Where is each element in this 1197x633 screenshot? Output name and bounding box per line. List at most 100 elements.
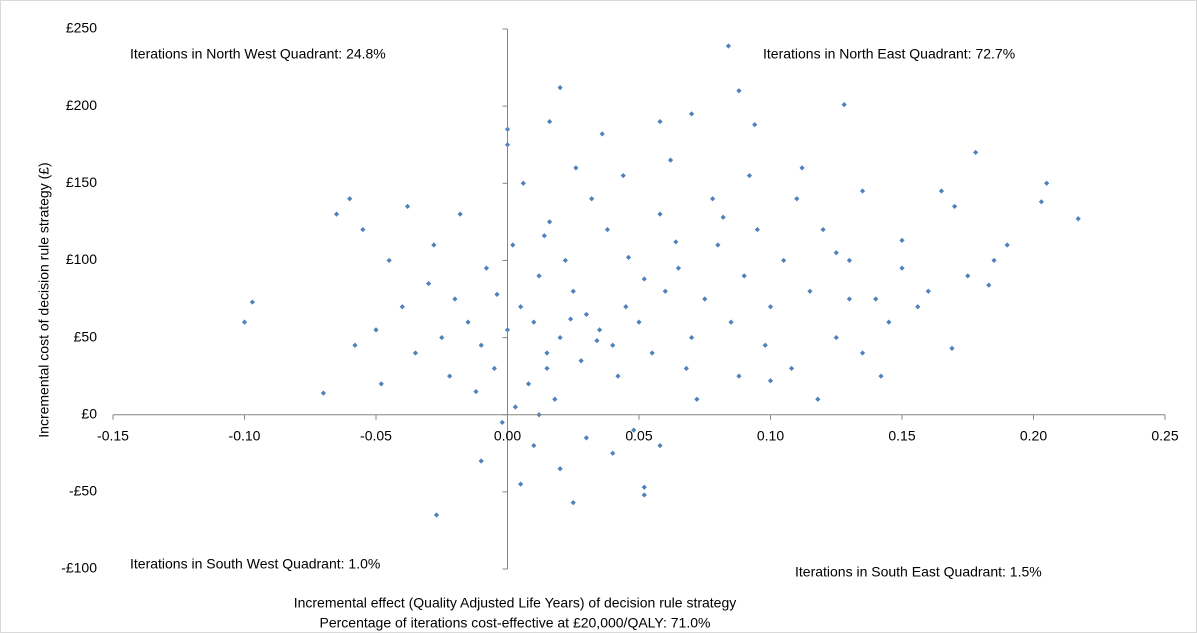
point: [657, 442, 663, 449]
point: [641, 276, 647, 282]
point: [610, 342, 616, 348]
point: [846, 257, 852, 264]
point: [583, 311, 589, 318]
point: [620, 172, 626, 179]
point: [399, 304, 405, 310]
point: [683, 365, 689, 372]
point: [433, 512, 440, 518]
y-tick-label: £250: [66, 20, 97, 36]
point: [546, 118, 553, 125]
point: [557, 466, 563, 472]
point: [710, 196, 716, 202]
point: [715, 242, 721, 248]
x-tick-label: 0.25: [1151, 427, 1178, 443]
x-tick-label: -0.15: [97, 427, 129, 443]
point: [689, 111, 695, 117]
x-tick-label: 0.15: [888, 427, 915, 443]
subtitle: Percentage of iterations cost-effective …: [320, 615, 711, 631]
x-tick-label: 0.20: [1020, 427, 1047, 443]
point: [815, 396, 821, 402]
point: [499, 419, 505, 426]
point: [1075, 216, 1081, 222]
point: [641, 484, 647, 490]
point: [589, 196, 595, 202]
point: [568, 316, 574, 322]
point: [570, 500, 576, 506]
point: [1044, 180, 1050, 186]
quadrant-annotation: Iterations in South East Quadrant: 1.5%: [795, 564, 1042, 580]
point: [846, 296, 852, 302]
point: [873, 296, 879, 302]
point: [373, 327, 379, 333]
point: [1038, 199, 1044, 205]
point: [562, 257, 568, 264]
point: [973, 149, 979, 156]
point: [333, 211, 340, 217]
point: [925, 288, 931, 294]
point: [741, 273, 747, 279]
y-tick-label: £200: [66, 97, 97, 113]
x-tick-label: -0.10: [229, 427, 261, 443]
y-tick-label: £100: [66, 251, 97, 267]
point: [833, 250, 839, 256]
point: [767, 378, 774, 384]
point: [915, 304, 921, 310]
point: [694, 396, 700, 402]
point: [788, 365, 795, 372]
point: [531, 319, 537, 325]
point: [412, 350, 419, 356]
point: [570, 288, 576, 294]
quadrant-annotation: Iterations in North East Quadrant: 72.7%: [763, 46, 1015, 62]
point: [799, 165, 805, 171]
point: [525, 381, 532, 387]
point: [249, 299, 255, 305]
point: [241, 319, 248, 325]
point: [728, 319, 734, 325]
point: [859, 188, 866, 194]
point: [736, 373, 742, 379]
point: [352, 342, 358, 348]
point: [899, 265, 905, 271]
quadrant-annotation: Iterations in South West Quadrant: 1.0%: [130, 556, 380, 572]
point: [512, 404, 518, 410]
point: [720, 214, 726, 220]
point: [557, 334, 563, 341]
quadrant-annotation: Iterations in North West Quadrant: 24.8%: [130, 46, 386, 62]
point: [662, 288, 668, 294]
point: [431, 242, 437, 248]
point: [447, 373, 453, 379]
point: [675, 265, 682, 271]
point: [667, 157, 674, 163]
point: [754, 226, 760, 233]
point: [767, 304, 774, 310]
point: [531, 442, 537, 449]
point: [347, 196, 353, 202]
point: [596, 327, 603, 333]
point: [841, 102, 847, 108]
point: [360, 226, 366, 233]
point: [473, 388, 479, 395]
point: [649, 350, 655, 356]
point: [583, 435, 589, 441]
x-axis-title: Incremental effect (Quality Adjusted Lif…: [294, 595, 737, 611]
point: [536, 273, 542, 279]
y-tick-label: £0: [81, 405, 97, 421]
point: [833, 334, 839, 341]
point: [794, 196, 800, 202]
point: [886, 319, 892, 325]
point: [657, 211, 663, 217]
x-tick-label: 0.00: [494, 427, 521, 443]
point: [483, 265, 490, 271]
point: [546, 219, 553, 225]
point: [491, 365, 497, 372]
point: [518, 304, 524, 310]
point: [378, 381, 384, 387]
point: [673, 239, 679, 245]
point: [807, 288, 813, 294]
point: [386, 257, 392, 264]
point: [859, 350, 866, 356]
point: [552, 396, 558, 402]
point: [478, 458, 484, 464]
point: [557, 85, 563, 91]
